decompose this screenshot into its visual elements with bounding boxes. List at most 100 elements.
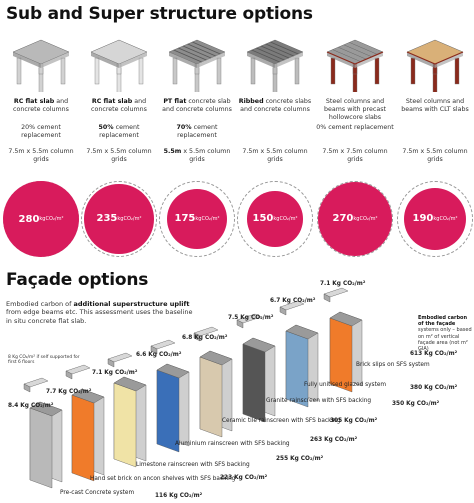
- facade-panel-back: [295, 324, 319, 402]
- carbon-circle: 175 kgCO₂/m²: [158, 180, 236, 258]
- facade-panel-back: [81, 388, 105, 476]
- edge-beam-side: [279, 306, 287, 316]
- structure-option: RC flat slab and concrete columns 20% cem…: [2, 34, 80, 164]
- facade-panel-front: [285, 330, 309, 408]
- carbon-unit: kgCO₂/m²: [433, 215, 458, 222]
- edge-beam: [150, 339, 176, 350]
- facade-uplift-value: 8.4 Kg CO₂/m²: [8, 403, 54, 409]
- carbon-unit: kgCO₂/m²: [353, 215, 378, 222]
- facade-panel-back: [166, 363, 190, 447]
- facade-system-name: Ceramic tile rainscreen with SFS backing: [222, 418, 341, 424]
- facade-panel-side: [156, 363, 168, 445]
- structure-replacement: [396, 124, 474, 142]
- carbon-value: 235: [96, 213, 118, 225]
- facade-panel-side: [113, 376, 125, 460]
- edge-beam-side: [23, 383, 31, 393]
- facade-system-name: Hand set brick on ancon shelves with SFS…: [90, 476, 236, 482]
- facade-note: Embodied carbon of the façade systems on…: [418, 315, 474, 352]
- structure-option: Steel columns and beams with CLT slabs 7.…: [396, 34, 474, 164]
- note-rest: systems only – based on m² of vertical f…: [418, 327, 472, 353]
- carbon-unit: kgCO₂/m²: [195, 215, 220, 222]
- facade-panel-side: [242, 337, 254, 415]
- structure-title: Steel columns and beams with CLT slabs: [401, 98, 469, 114]
- facade-panel-back: [39, 401, 63, 483]
- facade-panel-front: [29, 407, 53, 489]
- structure-title: RC flat slab and concrete columns: [91, 98, 147, 114]
- facade-panel-top: [329, 311, 363, 327]
- facade-system-name: Granite rainscreen with SFS backing: [266, 398, 372, 404]
- facade-system-name: Pre-cast Concrete system: [60, 490, 135, 496]
- carbon-value-dot: 150 kgCO₂/m²: [247, 191, 303, 247]
- structure-title: Ribbed concrete slabs and concrete colum…: [238, 98, 312, 114]
- intro-pre: Embodied carbon of: [6, 300, 74, 308]
- facade-panel-back: [123, 376, 147, 462]
- facade-system-name: Limestone rainscreen with SFS backing: [136, 462, 250, 468]
- facade-uplift-value: 7.5 Kg CO₂/m²: [228, 315, 274, 321]
- structure-replacement: [236, 124, 314, 142]
- structure-grid: 7.5m x 7.5m column grids: [322, 148, 388, 164]
- carbon-circle: 280 kgCO₂/m²: [2, 180, 80, 258]
- edge-beam: [107, 352, 133, 363]
- intro-bold: additional superstructure uplift: [73, 300, 190, 308]
- structure-title: Steel columns and beams with precast hol…: [324, 98, 386, 122]
- edge-beam-side: [107, 358, 115, 368]
- carbon-value: 270: [332, 213, 354, 225]
- structure-grid: 7.5m x 5.5m column grids: [86, 148, 152, 164]
- structure-illustration-icon: [80, 34, 158, 92]
- edge-beam: [65, 364, 91, 375]
- edge-beam-side: [323, 293, 331, 303]
- facade-panel-top: [156, 363, 190, 379]
- intro-post: from edge beams etc. This assessment use…: [6, 308, 193, 325]
- structure-option: RC flat slab and concrete columns 50% cem…: [80, 34, 158, 164]
- carbon-value-dot: 280 kgCO₂/m²: [3, 181, 79, 257]
- carbon-circle: 150 kgCO₂/m²: [236, 180, 314, 258]
- carbon-value-dot: 235 kgCO₂/m²: [84, 184, 154, 254]
- facade-system-name: Fully unitised glazed system: [304, 382, 387, 388]
- facade-panel-side: [199, 350, 211, 430]
- edge-beam: [323, 287, 349, 298]
- facade-system-value: 263 Kg CO₂/m²: [310, 437, 358, 443]
- facade-panel-front: [329, 317, 353, 393]
- facade-uplift-value: 7.1 Kg CO₂/m²: [320, 281, 366, 287]
- reference-ring: [81, 181, 157, 257]
- reference-ring: [317, 181, 393, 257]
- structure-replacement: 50% cement replacement: [98, 124, 140, 140]
- facade-uplift-value: 7.1 Kg CO₂/m²: [92, 370, 138, 376]
- facade-uplift-value: 6.6 Kg CO₂/m²: [136, 352, 182, 358]
- facade-panel-front: [113, 382, 137, 468]
- structure-illustration-icon: [2, 34, 80, 92]
- structure-option: Ribbed concrete slabs and concrete colum…: [236, 34, 314, 164]
- carbon-circle: 270 kgCO₂/m²: [316, 180, 394, 258]
- facade-uplift-value: 7.7 Kg CO₂/m²: [46, 389, 92, 395]
- carbon-value: 150: [252, 213, 274, 225]
- facade-system-name: Aluminium rainscreen with SFS backing: [175, 441, 290, 447]
- reference-ring: [159, 181, 235, 257]
- facade-panel-front: [71, 394, 95, 482]
- facade-panel-top: [199, 350, 233, 366]
- structure-illustration-icon: [316, 34, 394, 92]
- structure-grid: 5.5m x 5.5m column grids: [163, 148, 231, 164]
- facade-system-value: 613 Kg CO₂/m²: [410, 351, 458, 357]
- facade-panel-front: [156, 369, 180, 453]
- note-bold: Embodied carbon of the façade: [418, 315, 468, 328]
- structure-illustration-icon: [236, 34, 314, 92]
- structure-replacement: 0% cement replacement: [316, 124, 394, 131]
- heading-facade: Façade options: [6, 270, 149, 290]
- edge-beam: [23, 377, 49, 388]
- edge-beam-side: [65, 370, 73, 380]
- structure-replacement: 70% cement replacement: [176, 124, 218, 140]
- edge-beam-side: [236, 319, 244, 329]
- facade-system-value: 305 Kg CO₂/m²: [330, 418, 378, 424]
- facade-system-value: 116 Kg CO₂/m²: [155, 493, 203, 499]
- heading-sub-super: Sub and Super structure options: [6, 4, 313, 24]
- structure-title: PT flat concrete slab and concrete colum…: [162, 98, 232, 114]
- carbon-value-dot: 270 kgCO₂/m²: [317, 181, 393, 257]
- carbon-value: 280: [18, 213, 40, 225]
- carbon-value: 175: [174, 213, 196, 225]
- structure-grid: 7.5m x 5.5m column grids: [402, 148, 468, 164]
- carbon-circle: 235 kgCO₂/m²: [80, 180, 158, 258]
- facade-panel-side: [285, 324, 297, 400]
- facade-panel-side: [29, 401, 41, 481]
- structure-replacement: 20% cement replacement: [21, 124, 61, 140]
- facade-panel-top: [242, 337, 276, 353]
